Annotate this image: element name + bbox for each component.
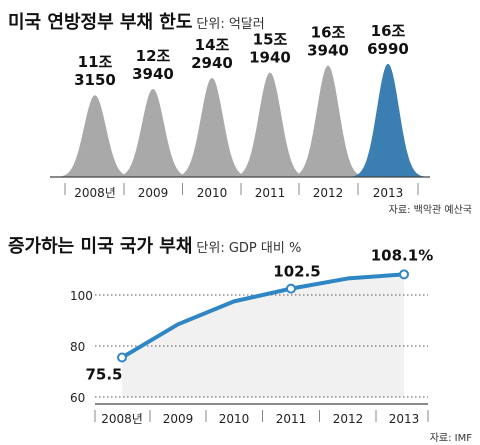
chart2-source: 자료: IMF bbox=[429, 433, 472, 444]
chart1-bell-0 bbox=[57, 95, 133, 177]
chart2-title: 증가하는 미국 국가 부채 단위: GDP 대비 % bbox=[8, 232, 301, 258]
chart2-x-tick-3: 2011 bbox=[276, 412, 307, 426]
chart1-value-label-5-0: 16조 bbox=[371, 22, 406, 40]
chart1-bell-1 bbox=[115, 88, 191, 177]
chart1-svg: 11조315012조394014조294015조194016조394016조69… bbox=[50, 22, 430, 200]
chart1-value-label-4-1: 3940 bbox=[307, 42, 349, 60]
chart1-bell-4 bbox=[290, 65, 366, 177]
chart1-x-tick-4: 2012 bbox=[313, 186, 344, 200]
chart2-point-3 bbox=[286, 283, 296, 294]
chart1-value-label-2-1: 2940 bbox=[191, 54, 233, 72]
chart1-value-label-1-0: 12조 bbox=[136, 47, 171, 65]
chart1-value-label-0-1: 3150 bbox=[74, 71, 116, 89]
chart1-title-text: 미국 연방정부 부채 한도 bbox=[8, 12, 193, 33]
chart2-area bbox=[122, 274, 404, 397]
chart2-x-tick-4: 2012 bbox=[333, 412, 364, 426]
chart1-title: 미국 연방정부 부채 한도 단위: 억달러 bbox=[8, 8, 265, 34]
chart2-data-label-3: 102.5 bbox=[273, 263, 320, 281]
chart1-value-label-3-0: 15조 bbox=[253, 31, 288, 49]
chart1-x-tick-1: 2009 bbox=[138, 186, 169, 200]
chart2-series-line bbox=[120, 272, 405, 360]
chart1-value-label-2-0: 14조 bbox=[195, 36, 230, 54]
chart1-bell-3 bbox=[232, 72, 308, 177]
chart2-y-tick-2: 100 bbox=[70, 289, 93, 303]
chart2-x-tick-5: 2013 bbox=[389, 412, 420, 426]
chart1-bell-2 bbox=[174, 77, 250, 177]
chart2-x-tick-2: 2010 bbox=[219, 412, 250, 426]
chart2-point-0 bbox=[117, 352, 127, 363]
chart1-x-tick-5: 2013 bbox=[373, 186, 404, 200]
chart2-title-text: 증가하는 미국 국가 부채 bbox=[8, 236, 193, 257]
chart2-y-tick-0: 60 bbox=[70, 391, 85, 405]
chart1-value-label-4-0: 16조 bbox=[311, 24, 346, 42]
chart2-x-tick-1: 2009 bbox=[163, 412, 194, 426]
chart1-value-label-0-0: 11조 bbox=[78, 53, 113, 71]
chart1-x-tick-0: 2008년 bbox=[74, 186, 116, 200]
chart1-value-label-5-1: 6990 bbox=[367, 40, 409, 58]
chart1-unit: 단위: 억달러 bbox=[196, 17, 265, 32]
chart2-y-tick-1: 80 bbox=[70, 340, 85, 354]
chart1-x-tick-3: 2011 bbox=[255, 186, 286, 200]
chart2-data-label-5: 108.1% bbox=[371, 246, 433, 264]
chart2-x-tick-0: 2008년 bbox=[101, 412, 143, 426]
chart2-point-5 bbox=[399, 269, 409, 280]
chart1-value-label-1-1: 3940 bbox=[132, 65, 174, 83]
chart1-source: 자료: 백악관 예산국 bbox=[388, 205, 472, 216]
chart2-unit: 단위: GDP 대비 % bbox=[196, 241, 302, 256]
chart2-data-label-0: 75.5 bbox=[85, 365, 122, 383]
chart1-bell-5 bbox=[350, 63, 426, 178]
chart1-value-label-3-1: 1940 bbox=[249, 49, 291, 67]
chart1-x-tick-2: 2010 bbox=[197, 186, 228, 200]
